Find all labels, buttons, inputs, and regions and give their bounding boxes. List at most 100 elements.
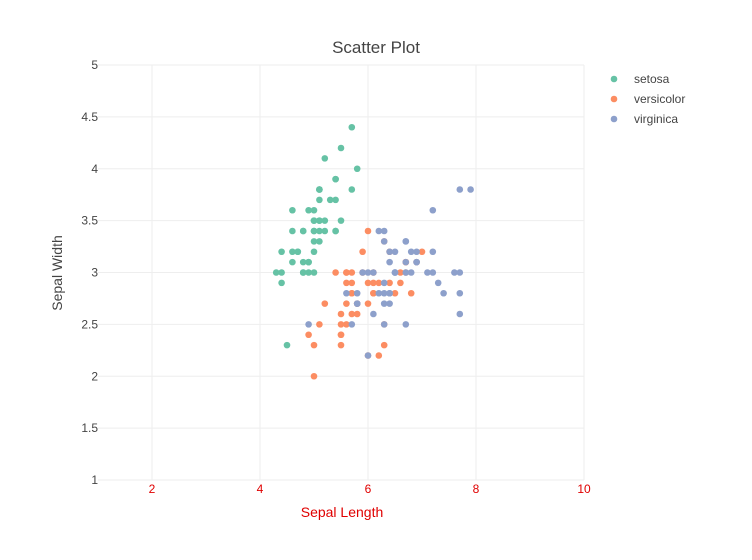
data-point-versicolor xyxy=(337,331,345,339)
data-point-setosa xyxy=(299,227,307,235)
data-point-setosa xyxy=(332,196,339,204)
x-tick-label: 2 xyxy=(149,482,156,496)
x-axis-title: Sepal Length xyxy=(301,504,384,520)
data-point-versicolor xyxy=(370,279,377,287)
data-point-virginica xyxy=(370,310,377,318)
data-point-versicolor xyxy=(337,310,345,318)
data-point-setosa xyxy=(289,227,296,235)
y-tick-label: 2.5 xyxy=(81,317,98,331)
data-point-versicolor xyxy=(380,341,388,349)
data-point-setosa xyxy=(316,238,323,245)
x-tick-label: 4 xyxy=(257,482,264,496)
x-tick-label: 10 xyxy=(577,482,591,496)
legend-marker xyxy=(610,75,618,83)
data-point-setosa xyxy=(299,269,307,276)
data-point-virginica xyxy=(375,289,383,297)
data-point-virginica xyxy=(456,289,464,297)
data-point-versicolor xyxy=(337,321,345,328)
data-point-virginica xyxy=(451,269,458,276)
data-point-setosa xyxy=(321,155,329,162)
legend-label: virginica xyxy=(634,112,678,126)
data-point-setosa xyxy=(272,269,280,276)
legend-item-virginica[interactable]: virginica xyxy=(610,112,679,126)
y-axis-title: Sepal Width xyxy=(49,235,65,310)
data-point-virginica xyxy=(348,321,356,328)
data-point-versicolor xyxy=(364,300,372,307)
x-tick-label: 8 xyxy=(473,482,480,496)
data-point-virginica xyxy=(402,238,410,245)
data-point-setosa xyxy=(278,279,285,287)
data-point-versicolor xyxy=(343,300,350,307)
y-tick-label: 4 xyxy=(91,162,98,176)
data-point-setosa xyxy=(305,258,312,266)
data-point-setosa xyxy=(310,217,318,224)
data-point-virginica xyxy=(380,300,388,307)
legend-item-versicolor[interactable]: versicolor xyxy=(610,92,686,106)
data-point-setosa xyxy=(348,186,356,193)
data-point-versicolor xyxy=(321,300,329,307)
data-point-setosa xyxy=(321,217,329,224)
data-point-versicolor xyxy=(375,279,383,287)
data-point-setosa xyxy=(310,269,318,276)
data-point-setosa xyxy=(321,227,329,235)
data-point-virginica xyxy=(413,258,420,266)
data-point-versicolor xyxy=(348,279,356,287)
data-point-versicolor xyxy=(364,227,372,235)
data-point-setosa xyxy=(289,206,296,214)
data-point-virginica xyxy=(359,269,366,276)
legend-label: setosa xyxy=(634,72,670,86)
data-point-versicolor xyxy=(407,289,415,297)
data-point-setosa xyxy=(353,165,361,173)
data-point-virginica xyxy=(402,269,410,276)
data-point-versicolor xyxy=(375,352,383,359)
data-point-virginica xyxy=(407,248,415,256)
data-point-virginica xyxy=(456,186,464,193)
data-point-setosa xyxy=(310,248,318,256)
data-point-versicolor xyxy=(391,289,399,297)
data-point-virginica xyxy=(386,258,393,266)
data-point-versicolor xyxy=(359,248,366,256)
data-point-setosa xyxy=(278,269,285,276)
data-point-setosa xyxy=(294,248,302,256)
y-tick-label: 1.5 xyxy=(81,421,98,435)
chart-title: Scatter Plot xyxy=(332,38,420,57)
data-point-virginica xyxy=(386,248,393,256)
data-point-virginica xyxy=(402,321,410,328)
legend[interactable]: setosa versicolor virginica xyxy=(610,72,686,126)
data-point-setosa xyxy=(316,227,323,235)
y-tick-label: 1 xyxy=(91,473,98,487)
data-point-setosa xyxy=(289,248,296,256)
data-point-setosa xyxy=(332,227,339,235)
data-point-virginica xyxy=(375,227,383,235)
y-tick-label: 4.5 xyxy=(81,110,98,124)
legend-marker xyxy=(610,115,618,123)
data-point-virginica xyxy=(434,279,442,287)
data-point-virginica xyxy=(467,186,474,193)
data-point-versicolor xyxy=(310,341,318,349)
data-point-versicolor xyxy=(316,321,323,328)
data-point-virginica xyxy=(407,269,415,276)
data-point-versicolor xyxy=(310,372,318,380)
legend-item-setosa[interactable]: setosa xyxy=(610,72,670,86)
data-point-setosa xyxy=(348,123,356,131)
data-point-virginica xyxy=(353,300,361,307)
data-point-virginica xyxy=(380,321,388,328)
data-point-versicolor xyxy=(364,279,372,287)
data-point-versicolor xyxy=(397,269,404,276)
data-point-virginica xyxy=(364,352,372,359)
data-point-setosa xyxy=(310,238,318,245)
data-point-setosa xyxy=(305,206,312,214)
legend-marker xyxy=(610,95,618,103)
data-point-setosa xyxy=(316,186,323,193)
data-point-virginica xyxy=(380,238,388,245)
data-point-versicolor xyxy=(343,321,350,328)
data-point-setosa xyxy=(316,217,323,224)
data-point-setosa xyxy=(289,258,296,266)
data-point-versicolor xyxy=(348,269,356,276)
y-tick-label: 3.5 xyxy=(81,214,98,228)
data-point-virginica xyxy=(456,310,464,318)
data-point-setosa xyxy=(337,217,345,224)
data-point-versicolor xyxy=(337,341,345,349)
data-point-setosa xyxy=(305,269,312,276)
